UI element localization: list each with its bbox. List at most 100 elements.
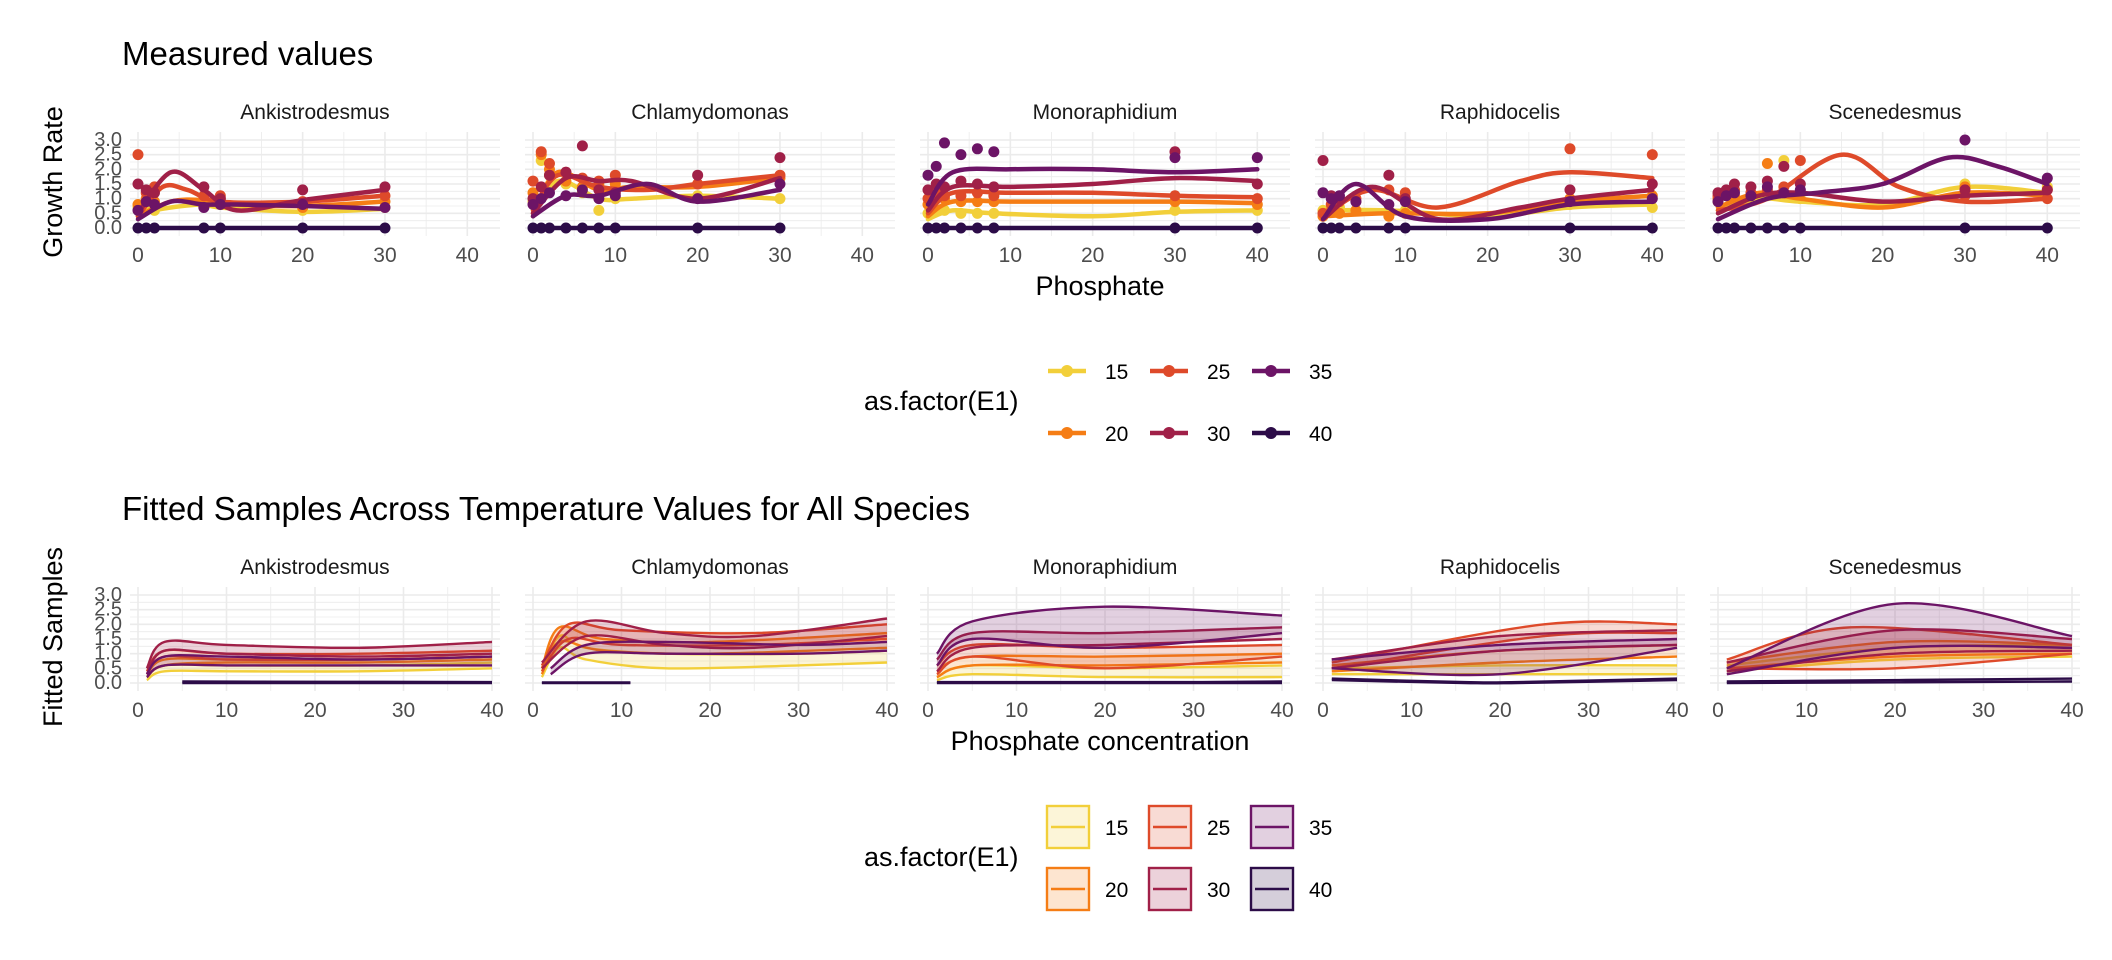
data-point-20 [1383,210,1395,222]
x-tick-label: 10 [1394,244,1417,267]
facet-strip-label: Chlamydomonas [631,101,789,124]
y-tick-label: 0.5 [94,657,122,679]
legend-fitted: as.factor(E1) 15 20 25 30 35 40 [864,804,1332,912]
x-tick-label: 10 [1005,699,1028,722]
legend-key-25: 25 [1147,804,1230,850]
x-tick-label: 30 [768,244,791,267]
data-point-40 [955,222,967,234]
data-point-35 [1333,190,1345,202]
smooth-line-25 [530,172,783,213]
y-tick-label: 0.5 [94,202,122,224]
legend-label: 25 [1207,361,1230,384]
x-tick-label: 30 [1972,699,1995,722]
data-point-40 [148,222,160,234]
data-point-40 [132,222,144,234]
y-tick-label: 2.5 [94,144,122,166]
legend-label: 25 [1207,817,1230,840]
data-point-40 [543,222,555,234]
data-point-25 [971,187,983,199]
ribbon-upper-35 [145,653,493,676]
legend-label: 20 [1105,423,1128,446]
x-tick-label: 30 [373,244,396,267]
ribbon-upper-35 [1331,637,1678,661]
data-point-35 [560,190,572,202]
data-point-40 [922,222,934,234]
y-tick-label: 3.0 [94,129,122,151]
facet-strip-label: Chlamydomonas [631,556,789,579]
ribbon-30 [936,627,1282,672]
data-point-25 [535,146,547,158]
fitted-samples-chart: Fitted Samples Across Temperature Values… [38,490,2084,756]
x-tick-label: 0 [1317,244,1329,267]
data-point-35 [1745,190,1757,202]
facet-panels: Ankistrodesmus 0 10 20 30 40 0.00.51.01.52.02.… [94,556,2083,722]
ribbon-lower-35 [1331,646,1678,677]
data-point-40 [1959,222,1971,234]
ribbon-upper-30 [936,626,1283,661]
data-point-35 [1399,196,1411,208]
data-point-35 [2041,172,2053,184]
data-point-35 [692,193,704,205]
smooth-line-20 [925,198,1260,219]
ribbon-35 [936,606,1282,666]
data-point-25 [955,190,967,202]
data-point-35 [379,201,391,213]
x-tick-label: 10 [215,699,238,722]
data-point-40 [1712,222,1724,234]
data-point-30 [1745,181,1757,193]
data-point-25 [988,190,1000,202]
y-tick-label: 0.0 [94,217,122,239]
ribbon-30 [146,640,493,675]
x-axis-label: Phosphate [1035,271,1164,301]
x-tick-label: 0 [922,244,934,267]
legend-measured: as.factor(E1) 15 20 25 30 35 40 [864,361,1332,446]
smooth-line-30 [1715,190,2050,216]
legend-key-20: 20 [1048,423,1128,446]
legend-label: 40 [1309,423,1332,446]
x-tick-label: 0 [527,699,539,722]
y-axis-label: Fitted Samples [38,547,68,727]
x-tick-label: 20 [291,244,314,267]
facet-strip-label: Raphidocelis [1440,101,1560,124]
data-point-30 [543,169,555,181]
x-tick-label: 10 [1789,244,1812,267]
facet-ankistrodesmus: Ankistrodesmus 0 10 20 30 40 0.00.51.01.52.02.… [94,101,500,267]
legend-key-30: 30 [1147,866,1230,912]
ribbon-lower-15 [146,667,493,682]
data-point-25 [132,149,144,161]
ribbon-lower-35 [936,631,1283,667]
ribbon-upper-40 [1331,677,1678,684]
data-point-35 [148,199,160,211]
data-point-40 [560,222,572,234]
ribbon-20 [936,653,1282,678]
smooth-line-25 [1320,170,1655,219]
legend-label: 35 [1309,361,1332,384]
ribbon-35 [550,641,887,675]
legend-point [1163,365,1175,377]
ribbon-upper-20 [1726,639,2073,664]
data-point-35 [1564,196,1576,208]
x-tick-label: 0 [1712,699,1724,722]
data-point-40 [198,222,210,234]
data-point-40 [1564,222,1576,234]
data-point-35 [971,143,983,155]
smooth-line-20 [1715,190,2050,210]
data-point-30 [988,181,1000,193]
x-tick-label: 40 [480,699,503,722]
data-point-30 [955,175,967,187]
data-point-40 [988,222,1000,234]
ribbon-upper-35 [1726,601,2073,670]
legend-title: as.factor(E1) [864,842,1019,872]
smooth-line-15 [925,207,1260,222]
data-point-35 [1712,196,1724,208]
data-point-35 [297,199,309,211]
data-point-25 [1564,143,1576,155]
data-point-30 [560,166,572,178]
data-point-40 [1317,222,1329,234]
x-tick-label: 10 [209,244,232,267]
ribbon-lower-25 [936,655,1283,676]
legend-key-25: 25 [1150,361,1230,384]
data-point-35 [1794,184,1806,196]
legend-label: 40 [1309,879,1332,902]
data-point-40 [609,222,621,234]
